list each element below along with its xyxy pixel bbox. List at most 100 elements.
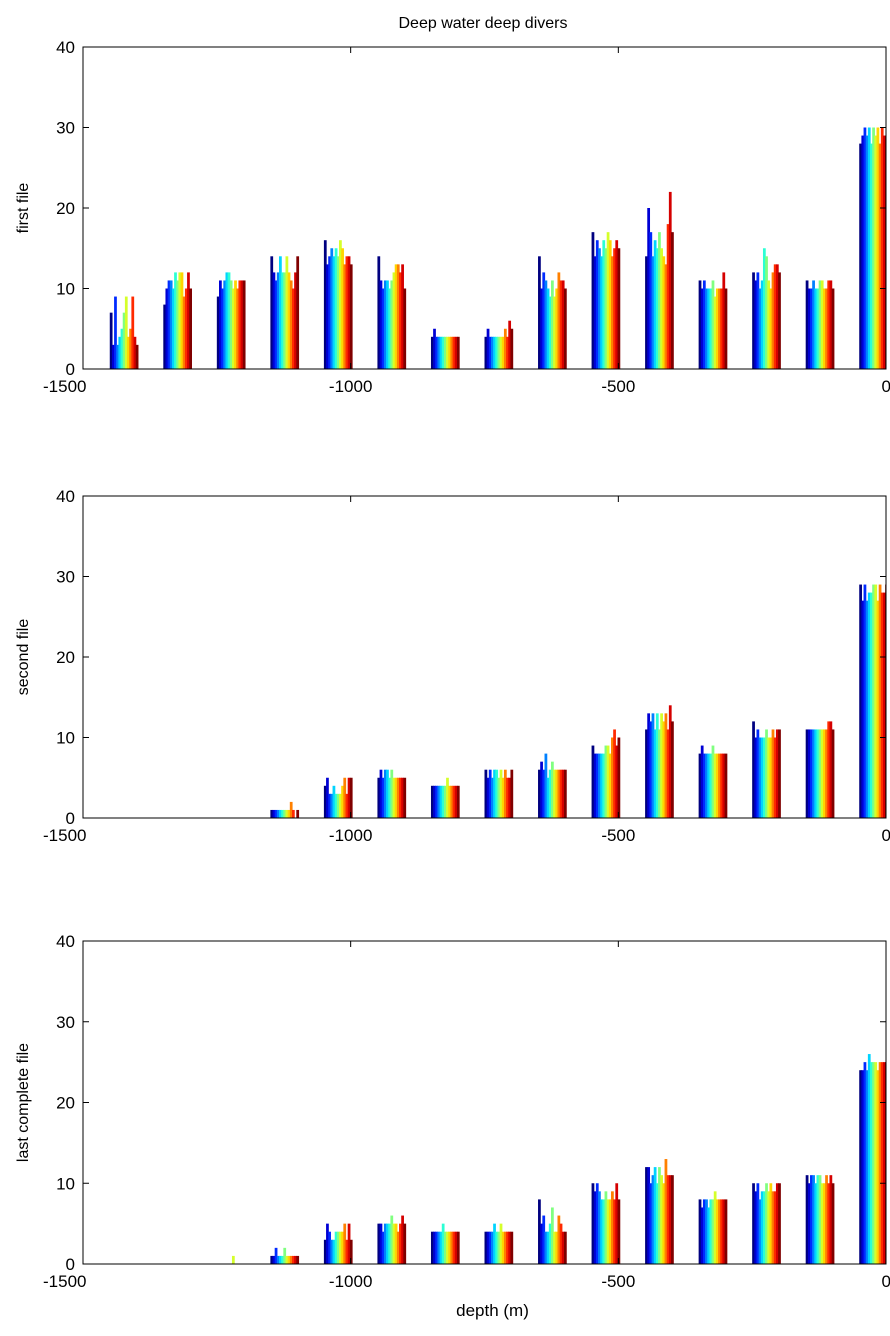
bar	[272, 809, 276, 818]
bar	[396, 264, 400, 369]
bar	[831, 288, 835, 369]
bar	[872, 1062, 875, 1264]
bar	[698, 753, 702, 818]
bar	[867, 127, 871, 369]
bar	[754, 737, 758, 818]
y-tick-label: 0	[66, 809, 75, 828]
bar	[666, 1175, 670, 1264]
bar	[341, 785, 344, 818]
bar	[240, 280, 244, 369]
bar	[807, 1183, 811, 1264]
bar	[328, 256, 331, 369]
bar	[615, 745, 619, 818]
bar	[328, 793, 331, 818]
bar	[613, 729, 616, 818]
bar	[341, 1231, 344, 1264]
bar	[216, 296, 220, 369]
x-tick-label: -1000	[329, 377, 372, 396]
bar	[326, 264, 329, 369]
y-axis-label: first file	[15, 183, 32, 234]
bar	[332, 1239, 336, 1264]
bar	[392, 777, 396, 818]
bar	[430, 336, 434, 369]
bar	[390, 769, 394, 818]
bar	[600, 1199, 603, 1264]
bar	[655, 713, 659, 818]
bar	[291, 288, 295, 369]
y-tick-label: 20	[56, 648, 75, 667]
bar	[595, 240, 599, 369]
bar	[495, 336, 499, 369]
bar	[883, 135, 886, 369]
bar	[291, 809, 295, 818]
bar	[563, 288, 567, 369]
bar	[720, 1199, 724, 1264]
bar	[707, 753, 711, 818]
bar	[178, 272, 182, 369]
bar	[399, 1223, 402, 1264]
bar	[396, 1231, 400, 1264]
y-tick-label: 30	[56, 568, 75, 587]
bar	[867, 592, 871, 818]
bar	[715, 1199, 719, 1264]
bar	[769, 288, 773, 369]
bar	[825, 288, 828, 369]
bar	[285, 809, 289, 818]
bar	[709, 288, 713, 369]
bar	[394, 1223, 398, 1264]
bar	[296, 256, 300, 369]
bar	[167, 280, 171, 369]
bar	[501, 336, 505, 369]
bar	[508, 777, 512, 818]
bar	[876, 127, 880, 369]
bar	[242, 280, 246, 369]
bar	[752, 272, 755, 369]
bar	[812, 1175, 815, 1264]
bar	[349, 777, 353, 818]
bar	[334, 793, 338, 818]
y-tick-label: 0	[66, 1255, 75, 1274]
bar	[649, 232, 653, 369]
bar	[555, 769, 559, 818]
bar	[600, 256, 603, 369]
bars	[109, 127, 886, 369]
bar	[401, 777, 404, 818]
bar	[430, 1231, 434, 1264]
bar	[187, 272, 190, 369]
bar	[437, 785, 441, 818]
bar	[604, 248, 608, 369]
plot-area	[83, 496, 886, 818]
y-tick-label: 40	[56, 487, 75, 506]
bar	[778, 272, 781, 369]
bar	[223, 280, 227, 369]
bar	[116, 344, 120, 369]
bar	[326, 1223, 329, 1264]
bar	[490, 777, 494, 818]
bar	[548, 1223, 552, 1264]
bar	[501, 1231, 505, 1264]
bar	[816, 729, 820, 818]
y-tick-label: 10	[56, 729, 75, 748]
bar	[493, 769, 496, 818]
bar	[454, 336, 458, 369]
bar	[229, 280, 233, 369]
bar	[381, 777, 385, 818]
bar	[664, 713, 668, 818]
bar	[488, 769, 492, 818]
bar	[756, 272, 760, 369]
bar	[450, 1231, 454, 1264]
bar	[752, 1183, 755, 1264]
bar	[752, 721, 755, 818]
x-tick-label: 0	[882, 826, 890, 845]
bar	[700, 1207, 704, 1264]
bar	[433, 328, 436, 369]
bar	[718, 288, 721, 369]
y-tick-label: 40	[56, 38, 75, 57]
bar	[880, 1062, 884, 1264]
x-axis-label: depth (m)	[456, 1301, 529, 1320]
bar	[713, 753, 717, 818]
bar	[281, 272, 284, 369]
bar	[707, 1207, 711, 1264]
bar	[501, 777, 505, 818]
bar	[484, 1231, 488, 1264]
